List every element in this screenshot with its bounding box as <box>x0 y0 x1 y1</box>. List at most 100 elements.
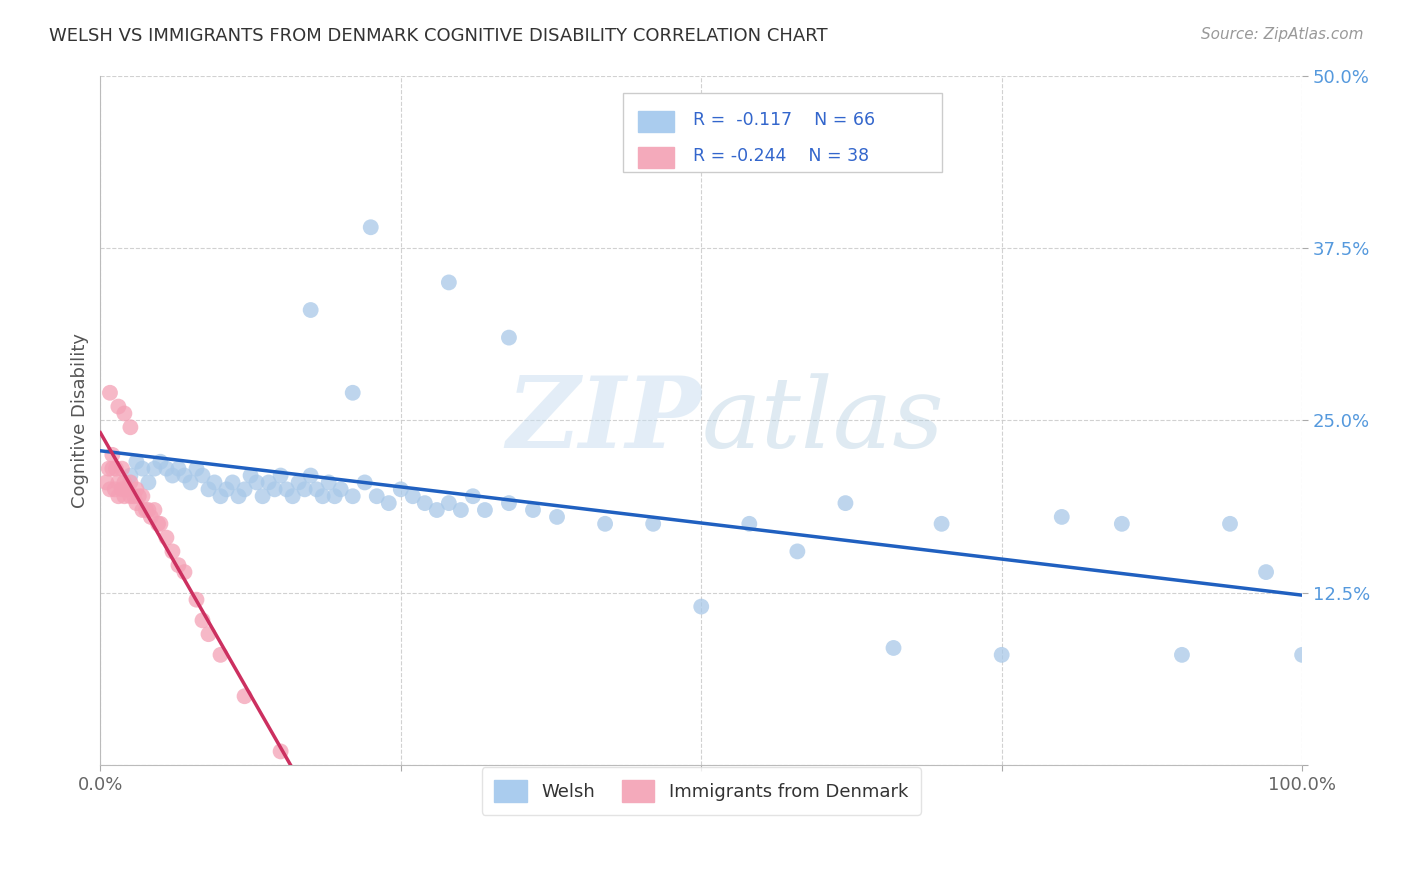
Point <box>413 496 436 510</box>
Point <box>643 516 665 531</box>
Point <box>107 400 129 414</box>
Point <box>233 483 256 497</box>
Point <box>120 475 142 490</box>
Point <box>342 385 364 400</box>
Point <box>257 475 280 490</box>
FancyBboxPatch shape <box>637 147 673 168</box>
Point <box>437 496 460 510</box>
Point <box>97 461 120 475</box>
Point <box>239 468 262 483</box>
Point <box>990 648 1012 662</box>
Point <box>1291 648 1313 662</box>
Point <box>305 483 328 497</box>
Point <box>786 544 808 558</box>
Text: Source: ZipAtlas.com: Source: ZipAtlas.com <box>1201 27 1364 42</box>
Point <box>162 544 184 558</box>
Point <box>215 483 238 497</box>
Point <box>112 407 135 421</box>
Point <box>546 510 568 524</box>
Point <box>186 592 208 607</box>
Point <box>883 640 905 655</box>
Point <box>125 455 148 469</box>
Point <box>342 489 364 503</box>
Point <box>281 489 304 503</box>
Y-axis label: Cognitive Disability: Cognitive Disability <box>72 333 89 508</box>
Point <box>131 461 153 475</box>
Point <box>353 475 375 490</box>
Point <box>139 510 162 524</box>
Point <box>360 220 382 235</box>
Point <box>167 461 190 475</box>
Point <box>263 483 285 497</box>
FancyBboxPatch shape <box>637 112 673 132</box>
Point <box>276 483 298 497</box>
Point <box>690 599 713 614</box>
Point <box>107 475 129 490</box>
Point <box>366 489 388 503</box>
Point <box>323 489 346 503</box>
Point <box>173 468 195 483</box>
Point <box>135 503 157 517</box>
Point <box>270 744 292 758</box>
Point <box>131 489 153 503</box>
Point <box>112 475 135 490</box>
Text: R =  -0.117    N = 66: R = -0.117 N = 66 <box>693 111 875 128</box>
Point <box>233 690 256 704</box>
Point <box>120 420 142 434</box>
Point <box>209 648 232 662</box>
Point <box>318 475 340 490</box>
Point <box>101 448 124 462</box>
Point <box>299 303 322 318</box>
Point <box>125 483 148 497</box>
FancyBboxPatch shape <box>623 93 942 172</box>
Point <box>378 496 401 510</box>
Point <box>111 483 134 497</box>
Point <box>402 489 425 503</box>
Point <box>128 489 150 503</box>
Point <box>186 461 208 475</box>
Point <box>111 461 134 475</box>
Point <box>120 468 142 483</box>
Point <box>98 385 121 400</box>
Point <box>312 489 335 503</box>
Point <box>252 489 274 503</box>
Point <box>131 503 153 517</box>
Legend: Welsh, Immigrants from Denmark: Welsh, Immigrants from Denmark <box>481 767 921 814</box>
Point <box>96 475 118 490</box>
Point <box>209 489 232 503</box>
Point <box>270 468 292 483</box>
Point <box>191 468 214 483</box>
Point <box>191 613 214 627</box>
Point <box>221 475 243 490</box>
Point <box>138 503 160 517</box>
Point <box>593 516 616 531</box>
Point <box>149 455 172 469</box>
Point <box>143 461 166 475</box>
Point <box>98 483 121 497</box>
Point <box>1219 516 1241 531</box>
Point <box>228 489 250 503</box>
Point <box>155 531 177 545</box>
Point <box>179 475 201 490</box>
Point <box>1171 648 1194 662</box>
Point <box>167 558 190 573</box>
Point <box>294 483 316 497</box>
Point <box>125 496 148 510</box>
Point <box>461 489 484 503</box>
Point <box>122 489 145 503</box>
Point <box>120 489 142 503</box>
Point <box>197 483 219 497</box>
Point <box>498 496 520 510</box>
Point <box>1111 516 1133 531</box>
Point <box>104 461 127 475</box>
Point <box>197 627 219 641</box>
Point <box>245 475 267 490</box>
Point <box>173 565 195 579</box>
Text: WELSH VS IMMIGRANTS FROM DENMARK COGNITIVE DISABILITY CORRELATION CHART: WELSH VS IMMIGRANTS FROM DENMARK COGNITI… <box>49 27 828 45</box>
Point <box>101 461 124 475</box>
Point <box>149 516 172 531</box>
Point <box>450 503 472 517</box>
Point <box>738 516 761 531</box>
Point <box>1050 510 1073 524</box>
Point <box>474 503 496 517</box>
